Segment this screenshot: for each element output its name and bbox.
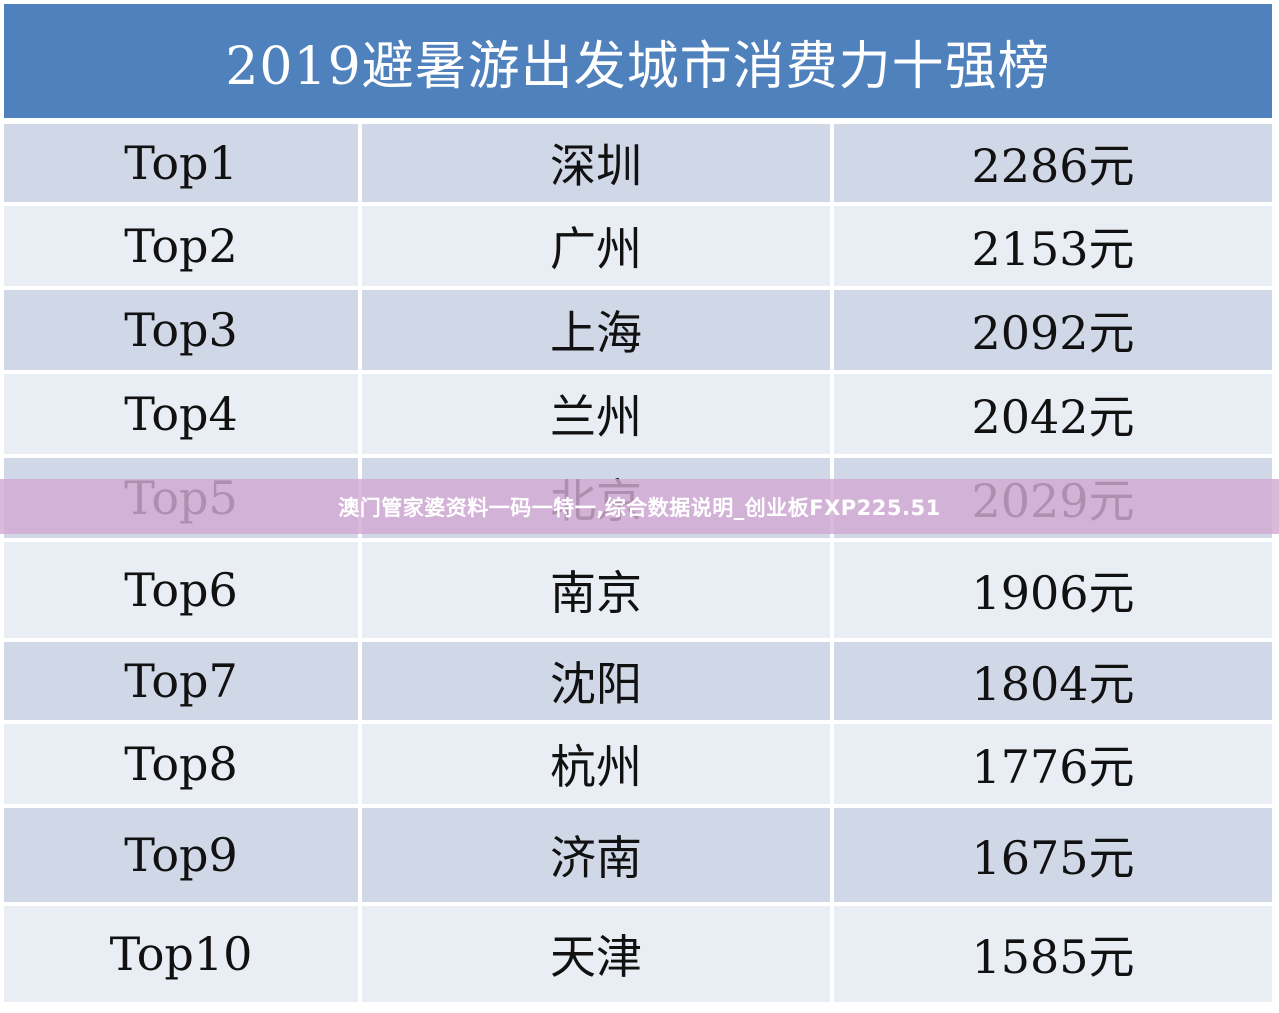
city-cell: 兰州 (362, 374, 830, 454)
rank-cell: Top2 (4, 206, 358, 286)
amount-cell: 1675元 (834, 808, 1272, 902)
table-row: Top4 兰州 2042元 (4, 374, 1272, 454)
rank-cell: Top8 (4, 724, 358, 804)
city-cell: 沈阳 (362, 642, 830, 720)
rank-cell: Top6 (4, 542, 358, 638)
city-cell: 上海 (362, 290, 830, 370)
table-row: Top7 沈阳 1804元 (4, 642, 1272, 720)
table-row: Top1 深圳 2286元 (4, 124, 1272, 202)
amount-cell: 2286元 (834, 124, 1272, 202)
rank-cell: Top7 (4, 642, 358, 720)
amount-cell: 1906元 (834, 542, 1272, 638)
city-cell: 天津 (362, 906, 830, 1002)
amount-cell: 2042元 (834, 374, 1272, 454)
rank-cell: Top3 (4, 290, 358, 370)
table-row: Top2 广州 2153元 (4, 206, 1272, 286)
rank-cell: Top10 (4, 906, 358, 1002)
table-title: 2019避暑游出发城市消费力十强榜 (4, 4, 1272, 118)
amount-cell: 1585元 (834, 906, 1272, 1002)
ranking-table: Top1 深圳 2286元 Top2 广州 2153元 Top3 上海 2092… (4, 124, 1272, 1006)
amount-cell: 1776元 (834, 724, 1272, 804)
city-cell: 深圳 (362, 124, 830, 202)
table-row: Top9 济南 1675元 (4, 808, 1272, 902)
table-row: Top8 杭州 1776元 (4, 724, 1272, 804)
overlay-caption-banner: 澳门管家婆资料一码一特一,综合数据说明_创业板FXP225.51 (0, 479, 1279, 534)
amount-cell: 2153元 (834, 206, 1272, 286)
overlay-caption-text: 澳门管家婆资料一码一特一,综合数据说明_创业板FXP225.51 (338, 495, 941, 520)
amount-cell: 1804元 (834, 642, 1272, 720)
rank-cell: Top4 (4, 374, 358, 454)
table-row: Top3 上海 2092元 (4, 290, 1272, 370)
rank-cell: Top1 (4, 124, 358, 202)
amount-cell: 2092元 (834, 290, 1272, 370)
table-row: Top6 南京 1906元 (4, 542, 1272, 638)
rank-cell: Top9 (4, 808, 358, 902)
table-row: Top10 天津 1585元 (4, 906, 1272, 1002)
city-cell: 南京 (362, 542, 830, 638)
city-cell: 济南 (362, 808, 830, 902)
city-cell: 杭州 (362, 724, 830, 804)
city-cell: 广州 (362, 206, 830, 286)
